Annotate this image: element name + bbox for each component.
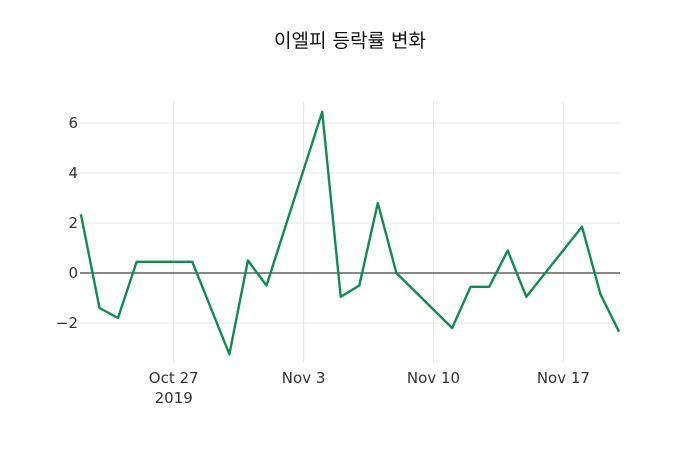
- y-tick-label: 6: [68, 114, 78, 132]
- y-tick-label: −2: [55, 314, 78, 332]
- gridlines: [80, 101, 620, 363]
- rate-change-line: [79, 110, 621, 356]
- y-tick-label: 2: [68, 214, 78, 232]
- x-tick-label: Oct 27: [148, 369, 199, 387]
- x-tick-label: Nov 17: [536, 369, 590, 387]
- y-tick-label: 4: [68, 164, 78, 182]
- x-tick-label: Nov 3: [281, 369, 326, 387]
- chart-title: 이엘피 등락률 변화: [274, 30, 426, 52]
- y-tick-label: 0: [68, 264, 78, 282]
- x-tick-sublabel: 2019: [154, 389, 193, 407]
- x-tick-label: Nov 10: [406, 369, 461, 387]
